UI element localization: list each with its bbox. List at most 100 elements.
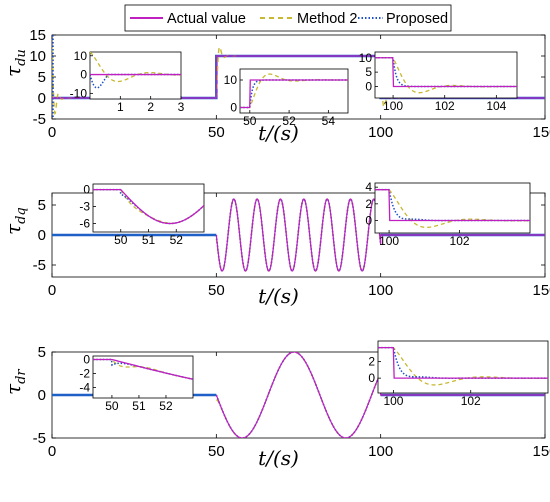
x-tick-label: 100	[368, 443, 393, 460]
inset-x-tick-label: 50	[243, 114, 257, 128]
inset-y-tick-label: 0	[368, 371, 375, 385]
inset-x-tick-label: 51	[132, 399, 146, 413]
inset-y-tick-label: -3	[79, 200, 90, 214]
inset-x-tick-label: 100	[379, 234, 399, 248]
series-actual	[215, 198, 545, 272]
x-tick-label: 50	[208, 282, 225, 299]
inset-y-tick-label: 10	[359, 51, 373, 65]
inset-frame	[374, 51, 518, 99]
inset-y-tick-label: 0	[83, 353, 90, 367]
inset-y-tick-label: 0	[80, 68, 87, 82]
y-axis-label: τdq	[1, 207, 29, 235]
y-tick-label: 5	[38, 197, 46, 214]
panels: 050100150-5051015τdut/(s)123100-10505254…	[1, 27, 550, 470]
y-tick-label: 5	[38, 69, 46, 86]
inset-plot	[375, 188, 530, 228]
x-tick-label: 150	[532, 124, 550, 141]
inset-x-tick-label: 52	[282, 114, 296, 128]
legend: Actual value Method 2 Proposed	[124, 4, 452, 32]
inset-series-actual	[93, 358, 193, 380]
legend-proposed-label: Proposed	[386, 11, 448, 27]
legend-actual-label: Actual value	[167, 11, 246, 27]
inset-plot	[93, 188, 204, 225]
x-tick-label: 150	[532, 282, 550, 299]
inset-plot	[240, 73, 348, 109]
inset-series-actual	[378, 346, 548, 379]
inset-x-tick-label: 102	[450, 234, 470, 248]
inset-x-tick-label: 52	[170, 233, 184, 247]
inset-x-tick-label: 3	[178, 100, 185, 114]
x-tick-label: 0	[48, 282, 56, 299]
inset-frame	[377, 340, 549, 394]
y-tick-label: -5	[33, 257, 46, 274]
inset-frame	[374, 182, 531, 234]
y-tick-label: -5	[33, 430, 46, 447]
inset-x-tick-label: 102	[461, 394, 481, 408]
inset-y-tick-label: -6	[79, 217, 90, 231]
inset-plot	[90, 52, 181, 89]
inset-series-actual	[375, 189, 530, 222]
inset-plot	[93, 358, 193, 380]
inset-plot	[375, 57, 517, 94]
inset-y-tick-label: 0	[83, 183, 90, 197]
inset-y-tick-label: 2	[365, 197, 372, 211]
inset-series-method2	[375, 57, 517, 94]
inset-x-tick-label: 100	[383, 394, 403, 408]
x-tick-label: 50	[208, 443, 225, 460]
inset-x-tick-label: 1	[117, 100, 124, 114]
inset-plot	[378, 346, 548, 386]
inset-y-tick-label: -4	[79, 381, 90, 395]
plot-area	[52, 198, 545, 272]
inset-x-tick-label: 52	[159, 399, 173, 413]
x-tick-label: 0	[48, 124, 56, 141]
inset-y-tick-label: 5	[365, 65, 372, 79]
series-actual	[215, 352, 545, 438]
y-tick-label: 0	[38, 227, 46, 244]
y-tick-label: 5	[38, 344, 46, 361]
x-tick-label: 0	[48, 443, 56, 460]
inset-x-tick-label: 102	[435, 99, 455, 113]
inset-x-tick-label: 51	[142, 233, 156, 247]
inset-y-tick-label: 0	[365, 80, 372, 94]
y-axis-label: τdu	[1, 49, 29, 77]
inset-x-tick-label: 100	[383, 99, 403, 113]
inset-y-tick-label: 2	[368, 355, 375, 369]
legend-method2-label: Method 2	[297, 11, 357, 27]
x-tick-label: 100	[368, 124, 393, 141]
inset-y-tick-label: 0	[365, 214, 372, 228]
inset-tau_dr-1: 100 102 2 0	[368, 340, 549, 408]
inset-series-method2	[378, 346, 548, 386]
inset-frame	[92, 183, 205, 233]
x-axis-label: t/(s)	[258, 446, 299, 470]
inset-tau_du-0: 1 2 3 10 0 -10	[70, 49, 185, 114]
panel-tau_dq: 050100150-505τdqt/(s)5051520-3-610010242…	[1, 180, 550, 308]
y-axis-label: τdr	[1, 369, 29, 395]
inset-x-tick-label: 54	[322, 114, 336, 128]
y-tick-label: 0	[38, 90, 46, 107]
y-tick-label: 10	[29, 48, 46, 65]
inset-x-tick-label: 2	[147, 100, 154, 114]
inset-frame	[239, 68, 349, 114]
inset-tau_dr-0: 50 51 52 0-2-4	[79, 353, 194, 413]
inset-tau_dq-1: 100 102 4 2 0	[365, 180, 531, 248]
inset-y-tick-label: 10	[224, 73, 238, 87]
x-tick-label: 100	[368, 282, 393, 299]
inset-x-tick-label: 50	[105, 399, 119, 413]
inset-tau_du-1: 50 52 54 10 0	[224, 68, 349, 128]
inset-x-tick-label: 50	[114, 233, 128, 247]
inset-series-actual	[93, 189, 204, 225]
inset-y-tick-label: 4	[365, 180, 372, 194]
inset-y-tick-label: 0	[230, 101, 237, 115]
x-tick-label: 50	[208, 124, 225, 141]
inset-y-tick-label: -2	[79, 367, 90, 381]
inset-x-tick-label: 104	[486, 99, 506, 113]
inset-y-tick-label: 10	[74, 49, 88, 63]
inset-y-tick-label: -10	[70, 86, 88, 100]
y-tick-label: 0	[38, 387, 46, 404]
y-tick-label: 15	[29, 27, 46, 44]
x-axis-label: t/(s)	[258, 121, 299, 145]
inset-series-actual	[240, 79, 348, 109]
x-axis-label: t/(s)	[258, 284, 299, 308]
